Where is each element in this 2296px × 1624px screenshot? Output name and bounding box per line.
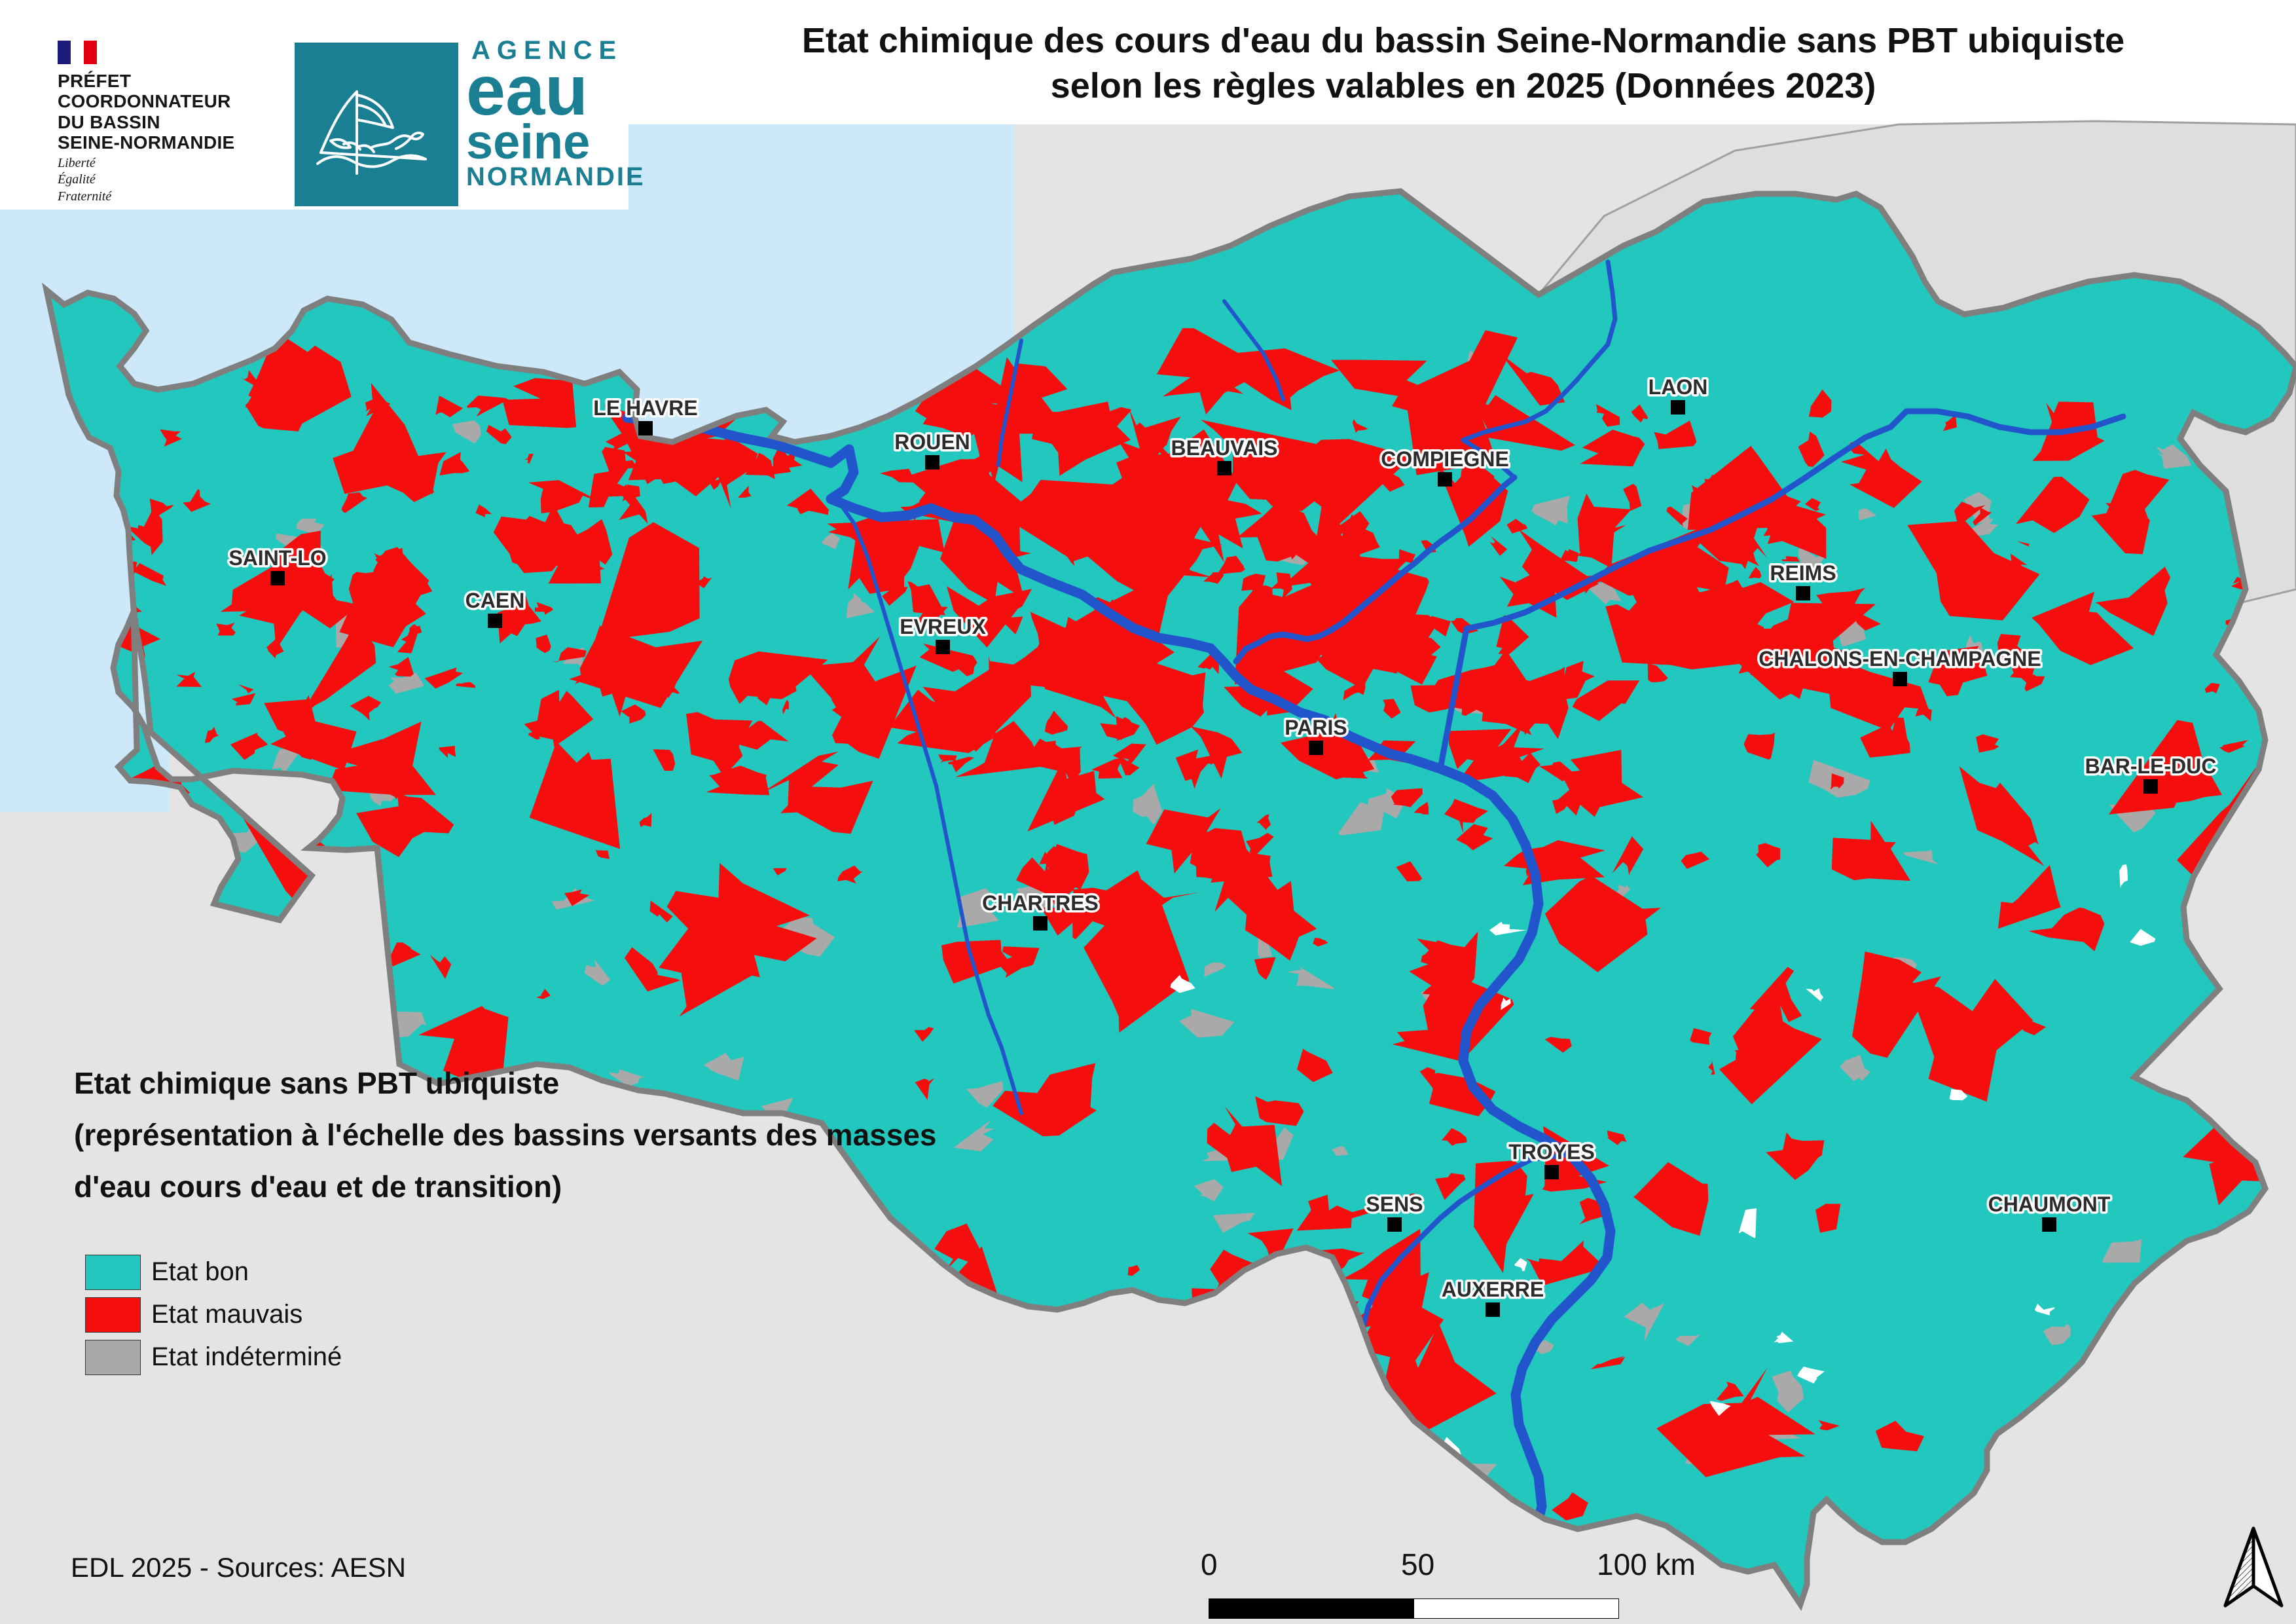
svg-text:PARIS: PARIS (1285, 716, 1347, 739)
svg-text:LAON: LAON (1649, 375, 1708, 399)
svg-text:BEAUVAIS: BEAUVAIS (1171, 436, 1278, 460)
svg-text:TROYES: TROYES (1508, 1140, 1595, 1164)
svg-text:COMPIEGNE: COMPIEGNE (1381, 447, 1509, 471)
svg-text:CHALONS-EN-CHAMPAGNE: CHALONS-EN-CHAMPAGNE (1758, 647, 2041, 671)
svg-text:BAR-LE-DUC: BAR-LE-DUC (2085, 754, 2217, 778)
svg-text:REIMS: REIMS (1770, 561, 1836, 585)
svg-text:SAINT-LO: SAINT-LO (228, 546, 326, 570)
svg-text:CHARTRES: CHARTRES (982, 891, 1099, 915)
svg-text:EVREUX: EVREUX (900, 615, 986, 638)
svg-text:CAEN: CAEN (465, 589, 525, 612)
svg-text:CHAUMONT: CHAUMONT (1988, 1192, 2111, 1216)
svg-text:SENS: SENS (1366, 1192, 1423, 1216)
svg-text:LE HAVRE: LE HAVRE (593, 396, 697, 420)
svg-text:AUXERRE: AUXERRE (1442, 1278, 1544, 1301)
svg-text:ROUEN: ROUEN (894, 430, 970, 454)
